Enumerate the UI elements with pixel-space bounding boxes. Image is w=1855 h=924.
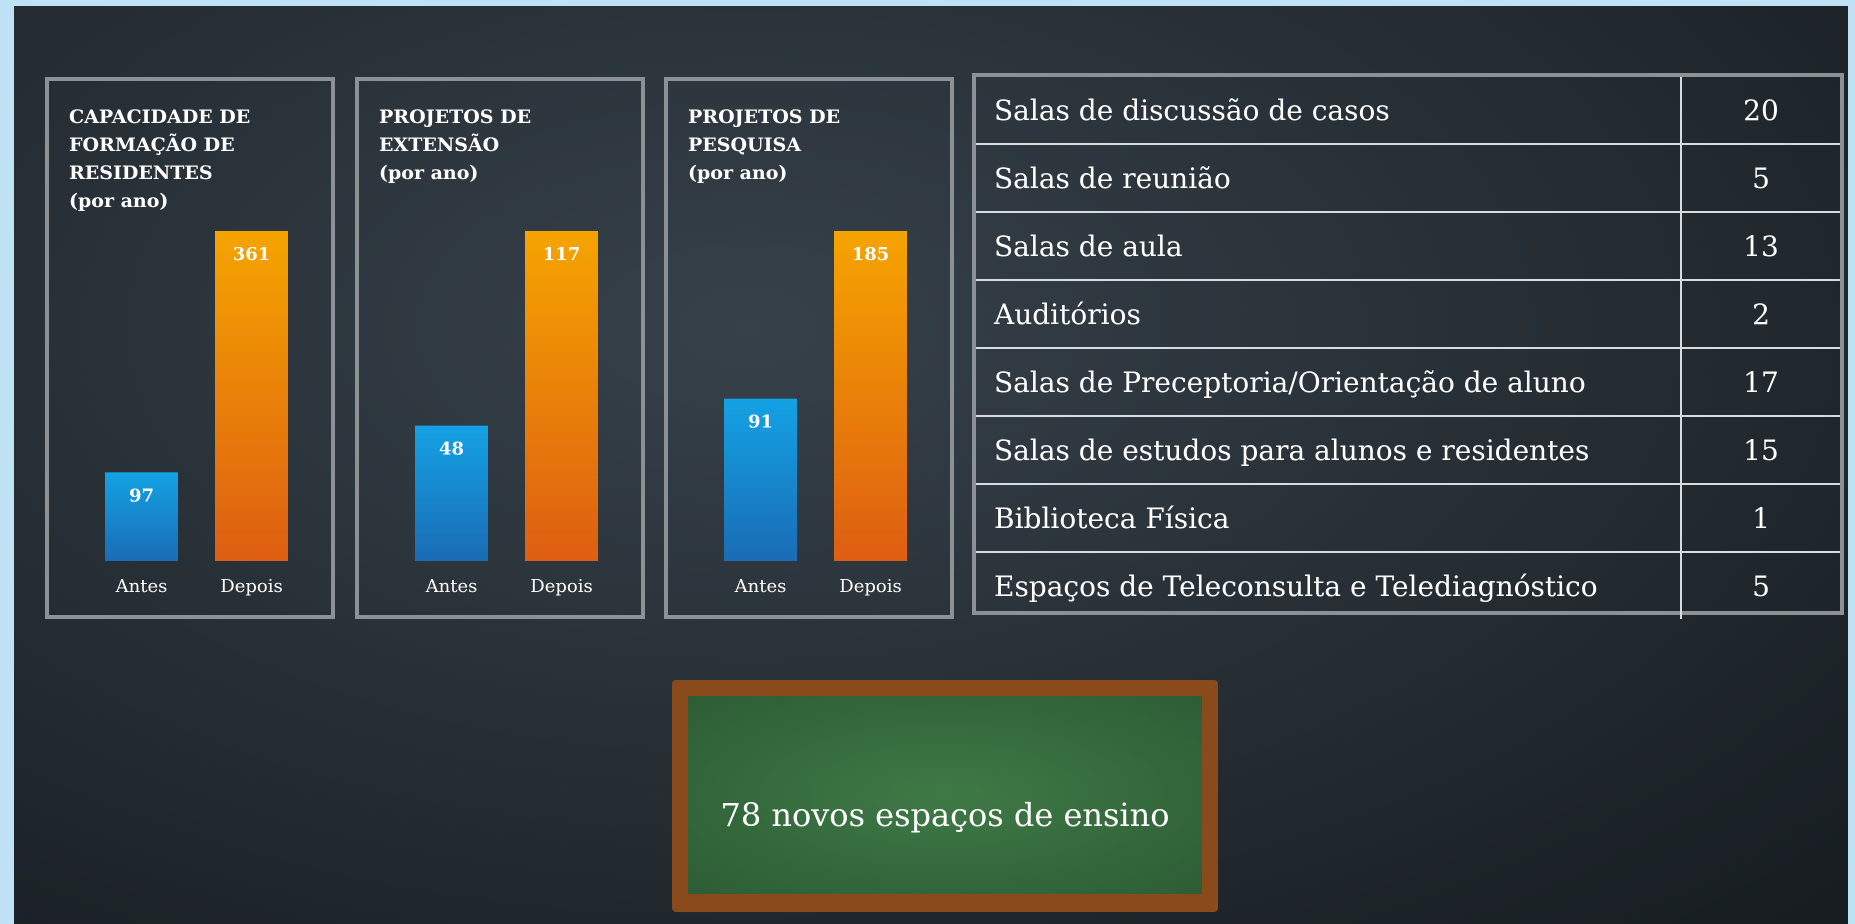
category-label: Depois [839, 576, 901, 597]
count-cell: 13 [1681, 212, 1840, 280]
count-cell: 15 [1681, 416, 1840, 484]
label-cell: Auditórios [976, 280, 1681, 348]
category-label: Depois [530, 576, 592, 597]
label-cell: Salas de discussão de casos [976, 77, 1681, 144]
label-cell: Biblioteca Física [976, 484, 1681, 552]
bar-chart: 48 Antes 117 Depois [359, 81, 641, 615]
category-label: Antes [115, 576, 168, 597]
category-label: Antes [734, 576, 787, 597]
value-label: 185 [852, 244, 890, 265]
label-cell: Espaços de Teleconsulta e Telediagnóstic… [976, 552, 1681, 619]
count-cell: 5 [1681, 552, 1840, 619]
table-row: Salas de estudos para alunos e residente… [976, 416, 1840, 484]
bar [834, 231, 907, 561]
bar [215, 231, 288, 561]
page: CAPACIDADE DE FORMAÇÃO DE RESIDENTES(por… [0, 0, 1855, 924]
bar [525, 231, 598, 561]
count-cell: 5 [1681, 144, 1840, 212]
count-cell: 1 [1681, 484, 1840, 552]
value-label: 117 [543, 244, 581, 265]
label-cell: Salas de Preceptoria/Orientação de aluno [976, 348, 1681, 416]
table-row: Salas de Preceptoria/Orientação de aluno… [976, 348, 1840, 416]
label-cell: Salas de estudos para alunos e residente… [976, 416, 1681, 484]
chalkboard-surface: 78 novos espaços de ensino [688, 696, 1202, 894]
chalkboard-text: 78 novos espaços de ensino [688, 796, 1202, 834]
slide: CAPACIDADE DE FORMAÇÃO DE RESIDENTES(por… [14, 6, 1848, 924]
category-label: Depois [220, 576, 282, 597]
value-label: 361 [233, 244, 271, 265]
chart-panel: CAPACIDADE DE FORMAÇÃO DE RESIDENTES(por… [45, 77, 335, 619]
table-row: Espaços de Teleconsulta e Telediagnóstic… [976, 552, 1840, 619]
value-label: 97 [129, 485, 154, 506]
value-label: 91 [748, 412, 773, 433]
value-label: 48 [439, 439, 464, 460]
label-cell: Salas de aula [976, 212, 1681, 280]
category-label: Antes [425, 576, 478, 597]
count-cell: 20 [1681, 77, 1840, 144]
count-cell: 17 [1681, 348, 1840, 416]
count-cell: 2 [1681, 280, 1840, 348]
chalkboard: 78 novos espaços de ensino [672, 680, 1218, 912]
label-cell: Salas de reunião [976, 144, 1681, 212]
bar-chart: 97 Antes 361 Depois [49, 81, 331, 615]
bar-chart: 91 Antes 185 Depois [668, 81, 950, 615]
